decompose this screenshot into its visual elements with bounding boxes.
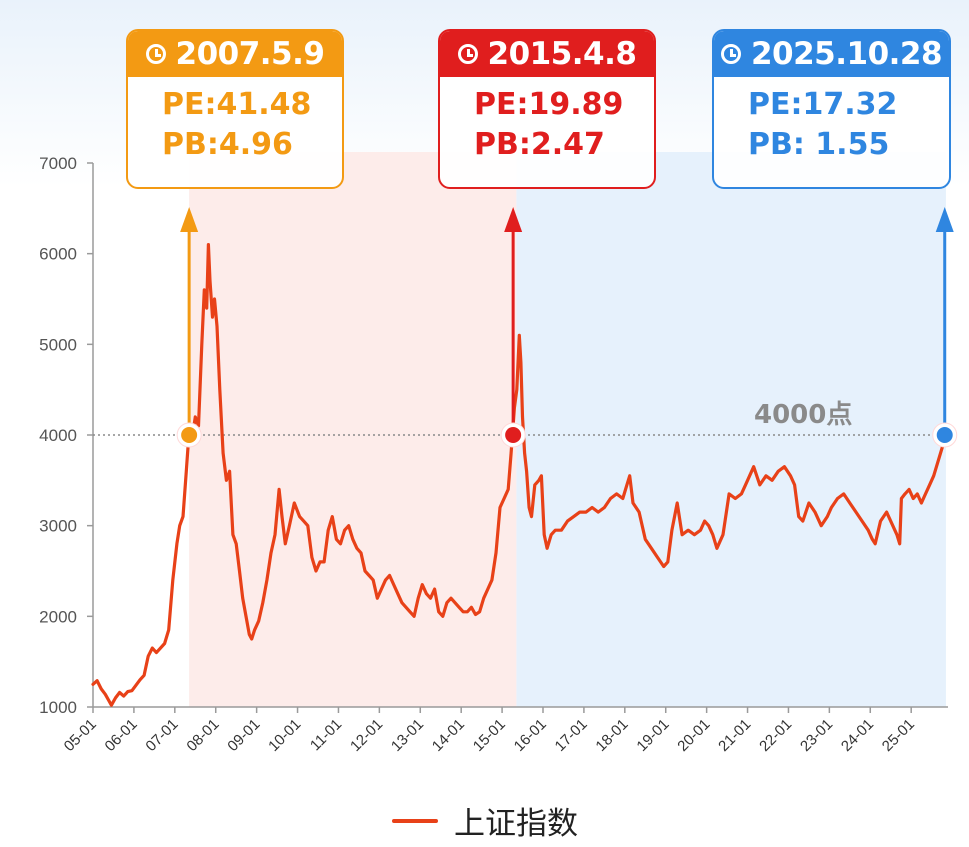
marker-callout-header: 2025.10.28 [714,31,949,77]
x-tick-label-20-01: 20-01 [674,716,713,755]
marker-pe: PE:17.32 [748,87,898,122]
marker-pb: PB: 1.55 [748,127,890,162]
x-tick-label-09-01: 09-01 [224,716,263,755]
marker-arrowhead-2 [935,207,954,232]
x-tick-label-05-01: 05-01 [61,716,100,755]
x-tick-label-24-01: 24-01 [838,716,877,755]
reference-line-label: 4000点 [754,400,853,430]
marker-values: PE:19.89 PB:2.47 [440,77,654,165]
x-tick-label-14-01: 14-01 [429,716,468,755]
series-line-0 [91,243,947,707]
marker-dot-1 [505,427,522,443]
marker-arrows [180,207,954,435]
marker-arrowhead-1 [504,207,523,232]
clock-icon [145,44,166,64]
marker-values: PE:17.32 PB: 1.55 [714,77,949,165]
legend: 上证指数 [392,798,578,843]
y-tick-label-6000: 6000 [39,245,77,264]
legend-label: 上证指数 [454,806,578,842]
marker-pb: PB:4.96 [162,127,293,162]
marker-values: PE:41.48 PB:4.96 [128,77,342,165]
marker-pe: PE:41.48 [162,87,312,122]
x-tick-label-23-01: 23-01 [797,716,836,755]
x-tick-label-18-01: 18-01 [592,716,631,755]
x-tick-label-06-01: 06-01 [102,716,141,755]
highlight-band-1 [516,152,946,707]
x-tick-label-10-01: 10-01 [265,716,304,755]
x-tick-label-21-01: 21-01 [715,716,754,755]
y-tick-label-1000: 1000 [39,698,77,717]
marker-callout-1: 2015.4.8 PE:19.89 PB:2.47 [438,29,656,189]
x-tick-label-11-01: 11-01 [307,716,345,754]
marker-callout-2: 2025.10.28 PE:17.32 PB: 1.55 [712,29,951,189]
marker-dot-2 [936,427,953,443]
x-tick-label-19-01: 19-01 [633,716,672,755]
clock-icon [457,44,478,64]
marker-dots [176,422,958,448]
x-tick-label-12-01: 12-01 [347,716,386,755]
legend-swatch [392,818,438,823]
series-lines [91,243,947,707]
x-tick-label-16-01: 16-01 [511,716,550,755]
x-tick-label-25-01: 25-01 [879,716,918,755]
x-tick-label-15-01: 15-01 [470,716,509,755]
marker-arrowhead-0 [180,207,199,232]
x-tick-label-17-01: 17-01 [552,716,591,755]
y-tick-label-2000: 2000 [39,607,77,626]
marker-date: 2015.4.8 [487,36,637,72]
x-tick-label-07-01: 07-01 [142,716,181,755]
marker-date: 2007.5.9 [175,36,325,72]
y-tick-label-5000: 5000 [39,335,77,354]
marker-dot-0 [181,427,198,443]
y-tick-label-4000: 4000 [39,426,77,445]
y-tick-label-3000: 3000 [39,517,77,536]
marker-callout-0: 2007.5.9 PE:41.48 PB:4.96 [126,29,344,189]
y-axis: 1000 2000 3000 4000 5000 6000 7000 [39,154,94,717]
marker-pb: PB:2.47 [474,127,605,162]
marker-callout-header: 2007.5.9 [128,31,342,77]
x-tick-label-22-01: 22-01 [756,716,795,755]
clock-icon [720,44,741,64]
highlight-bands [189,152,946,707]
x-axis: 05-01 06-01 07-01 08-01 09-01 10-01 11-01 12-01… [61,706,948,755]
highlight-band-0 [189,152,517,707]
marker-pe: PE:19.89 [474,87,624,122]
marker-date: 2025.10.28 [750,36,943,72]
y-tick-label-7000: 7000 [39,154,77,173]
marker-callout-header: 2015.4.8 [440,31,654,77]
x-tick-label-08-01: 08-01 [183,716,222,755]
x-tick-label-13-01: 13-01 [388,716,427,755]
